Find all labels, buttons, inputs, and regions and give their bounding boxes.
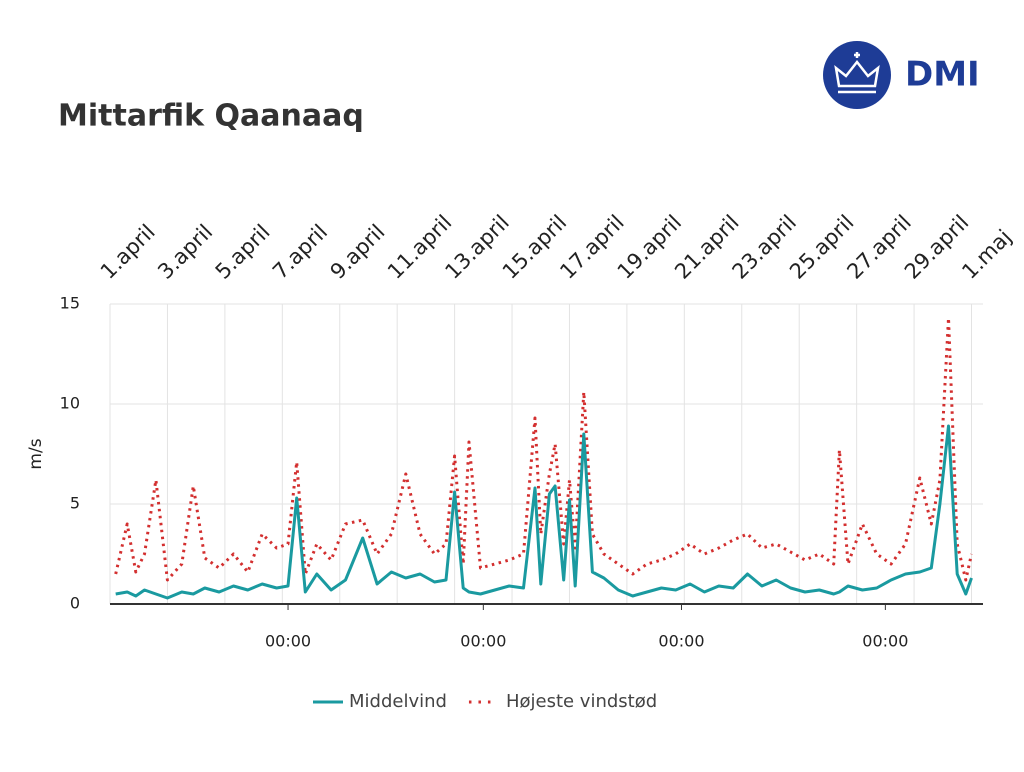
x-tick-label: 00:00 [862,632,908,651]
y-tick-label: 5 [70,494,80,513]
logo-circle [823,41,891,109]
x-tick-label: 00:00 [460,632,506,651]
x-tick-label: 3.april [153,220,217,284]
y-tick-label: 0 [70,594,80,613]
legend-label: Højeste vindstød [506,691,657,712]
chart-title: Mittarfik Qaanaaq [58,99,364,134]
x-tick-label: 7.april [268,220,332,284]
y-axis-label: m/s [26,438,46,469]
x-tick-label: 5.april [211,220,275,284]
legend-label: Middelvind [349,691,447,712]
y-tick-label: 10 [60,394,80,413]
y-tick-label: 15 [60,294,80,313]
logo-text: DMI [905,55,980,95]
x-tick-label: 9.april [326,220,390,284]
x-tick-label: 00:00 [265,632,311,651]
x-tick-label: 00:00 [658,632,704,651]
logo-crown [834,52,880,94]
x-tick-label: 1.april [96,220,160,284]
series-line [115,424,973,600]
